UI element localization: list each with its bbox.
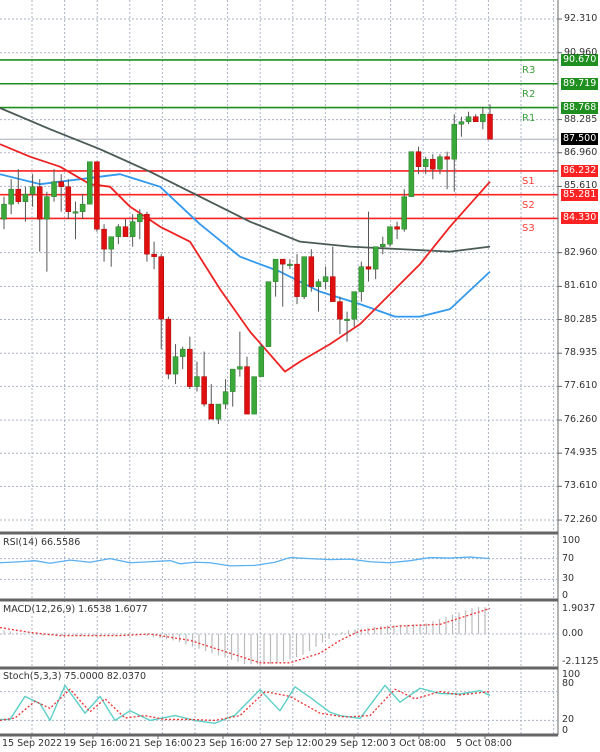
indicator-tick: 100 — [562, 669, 581, 680]
price-tick: 77.610 — [564, 380, 598, 392]
price-tick: 76.260 — [564, 414, 598, 426]
time-label: 19 Sep 16:00 — [64, 738, 128, 749]
level-price-tag: 90.670 — [561, 53, 598, 66]
indicator-tick: 0 — [562, 725, 569, 736]
current-price-tag: 87.500 — [561, 133, 598, 146]
price-tick: 90.960 — [564, 46, 598, 58]
level-price-tag: 88.768 — [561, 101, 598, 114]
price-tick: 73.610 — [564, 480, 598, 492]
indicator-tick: 0 — [562, 590, 569, 601]
price-tick: 88.285 — [564, 113, 598, 125]
level-price-tag: 86.232 — [561, 164, 598, 177]
time-label: 21 Sep 16:00 — [129, 738, 193, 749]
level-label-s3: S3 — [522, 223, 535, 235]
price-tick: 85.610 — [564, 180, 598, 192]
time-label: 5 Oct 08:00 — [456, 738, 512, 749]
price-tick: 82.960 — [564, 246, 598, 258]
time-label: 29 Sep 12:00 — [325, 738, 389, 749]
level-price-tag: 85.281 — [561, 188, 598, 201]
price-tick: 72.260 — [564, 514, 598, 526]
time-label: 23 Sep 16:00 — [194, 738, 258, 749]
time-label: 3 Oct 08:00 — [390, 738, 446, 749]
indicator-tick: 1.9037 — [562, 603, 596, 614]
level-label-r3: R3 — [522, 64, 536, 76]
stoch-title: Stoch(5,3,3) 75.0000 82.0370 — [3, 671, 147, 682]
level-label-s1: S1 — [522, 175, 535, 187]
level-price-tag: 84.330 — [561, 212, 598, 225]
indicator-tick: 80 — [562, 678, 575, 689]
indicator-tick: 20 — [562, 714, 575, 726]
macd-title: MACD(12,26,9) 1.6538 1.6077 — [3, 604, 148, 615]
indicator-tick: 30 — [562, 573, 575, 585]
indicator-tick: 0.00 — [562, 628, 584, 639]
price-tick: 80.285 — [564, 313, 598, 325]
time-label: 27 Sep 12:00 — [260, 738, 324, 749]
price-tick: 81.610 — [564, 280, 598, 292]
indicator-tick: 70 — [562, 552, 575, 564]
price-tick: 78.935 — [564, 347, 598, 359]
price-tick: 92.310 — [564, 13, 598, 24]
time-label: 15 Sep 2022 — [2, 738, 63, 749]
indicator-tick: -2.1125 — [562, 656, 599, 667]
level-label-r1: R1 — [522, 112, 536, 124]
level-label-s2: S2 — [522, 199, 535, 211]
price-tick: 74.935 — [564, 447, 598, 459]
rsi-title: RSI(14) 66.5586 — [3, 537, 81, 548]
level-price-tag: 89.719 — [561, 77, 598, 90]
level-label-r2: R2 — [522, 88, 536, 100]
indicator-tick: 100 — [562, 535, 581, 546]
price-tick: 86.960 — [564, 146, 598, 158]
